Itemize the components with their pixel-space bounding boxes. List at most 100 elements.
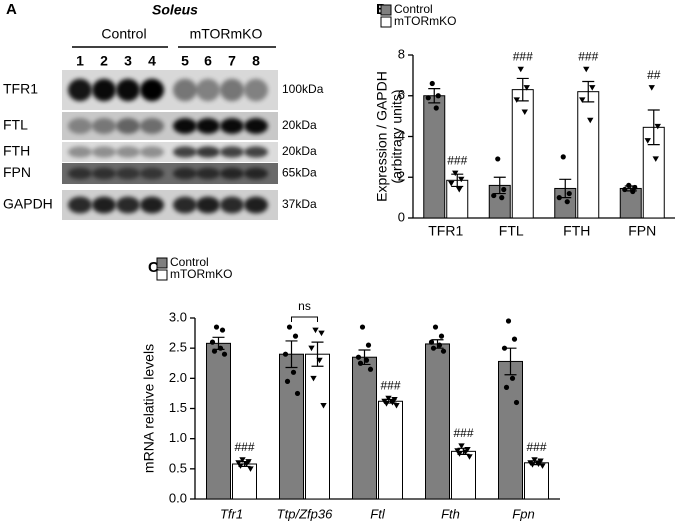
point: [290, 369, 297, 375]
bar: [279, 353, 304, 500]
error-bar: [285, 340, 298, 369]
blot-band: [140, 196, 164, 214]
point: [284, 378, 291, 384]
point: [466, 454, 473, 460]
blot-band: [173, 78, 197, 102]
significance: ##: [647, 68, 661, 82]
y-tick-label: 4: [398, 128, 405, 143]
point: [316, 357, 323, 364]
x-tick-label: FPN: [628, 223, 656, 239]
blot-band: [116, 196, 140, 214]
point: [499, 195, 505, 201]
lane-number: 3: [124, 53, 132, 69]
legend-swatch: [156, 257, 168, 269]
point: [385, 395, 392, 402]
x-tick-label: Ftl: [370, 506, 386, 521]
point: [458, 176, 465, 183]
significance: ###: [380, 378, 400, 392]
point: [529, 462, 536, 468]
point: [509, 375, 516, 381]
blot-band: [92, 118, 116, 134]
x-tick-label: FTH: [563, 223, 590, 239]
point: [320, 402, 327, 409]
blot-band: [244, 167, 268, 180]
point: [626, 182, 632, 188]
blot-band: [68, 196, 92, 214]
bar: [498, 360, 523, 500]
point: [318, 330, 325, 337]
blot-band: [116, 146, 140, 158]
bar: [451, 450, 476, 500]
blot-band: [196, 118, 220, 134]
point: [219, 327, 226, 333]
blot: [62, 70, 278, 220]
error-bar: [451, 173, 464, 188]
bar: [577, 91, 600, 219]
error-bar: [311, 341, 324, 367]
point: [389, 399, 396, 406]
legend-label: Control: [394, 2, 433, 16]
size-label: 20kDa: [282, 144, 317, 158]
legend-label: mTORmKO: [394, 14, 456, 28]
point: [433, 105, 439, 111]
blot-strip: [62, 163, 278, 184]
point: [517, 66, 524, 73]
point: [531, 457, 538, 463]
point: [391, 396, 398, 403]
point: [632, 184, 638, 191]
blot-band: [173, 118, 197, 134]
point: [560, 154, 566, 160]
lane-number: 8: [252, 53, 260, 69]
blot-strip: [62, 142, 278, 162]
point: [440, 348, 447, 354]
point: [462, 449, 469, 455]
y-axis-label: Expression / GAPDH: [374, 71, 390, 202]
point: [213, 324, 220, 330]
protein-label: FTH: [3, 143, 30, 159]
significance: ###: [234, 440, 254, 454]
y-axis-label: mRNA relative levels: [141, 344, 157, 473]
error-bar: [516, 77, 529, 102]
panel-label: C: [148, 259, 159, 276]
bar: [524, 462, 549, 500]
bar: [305, 353, 330, 500]
blot-band: [220, 196, 244, 214]
point: [429, 80, 435, 87]
protein-label: FPN: [3, 164, 31, 180]
bar: [232, 463, 257, 500]
point: [221, 351, 228, 357]
point: [521, 109, 528, 116]
point: [501, 345, 508, 351]
x-tick-label: Fpn: [512, 506, 534, 521]
error-bar: [647, 109, 660, 146]
protein-label: GAPDH: [3, 196, 53, 212]
blot-band: [92, 78, 116, 102]
point: [589, 85, 596, 91]
size-label: 20kDa: [282, 118, 317, 132]
significance: ###: [513, 49, 533, 63]
blot-band: [196, 78, 220, 102]
point: [564, 199, 570, 205]
point: [294, 390, 301, 397]
point: [363, 357, 370, 363]
blot-band: [140, 146, 164, 158]
size-label: 37kDa: [282, 197, 317, 211]
point: [579, 97, 586, 103]
point: [654, 123, 661, 130]
blot-band: [68, 118, 92, 134]
blot-band: [244, 118, 268, 134]
size-label: 100kDa: [282, 82, 324, 96]
error-bar: [493, 176, 506, 195]
bar: [378, 400, 403, 500]
significance: ###: [526, 440, 546, 454]
y-tick-label: 2.0: [169, 370, 187, 385]
bar: [423, 95, 446, 219]
blot-band: [92, 167, 116, 180]
protein-label: FTL: [3, 117, 28, 133]
point: [458, 443, 465, 449]
y-tick-label: 2: [398, 169, 405, 184]
point: [456, 186, 463, 193]
bar: [425, 343, 450, 500]
x-tick-label: Ttp/Zfp36: [277, 506, 333, 521]
blot-title: Soleus: [152, 2, 198, 18]
